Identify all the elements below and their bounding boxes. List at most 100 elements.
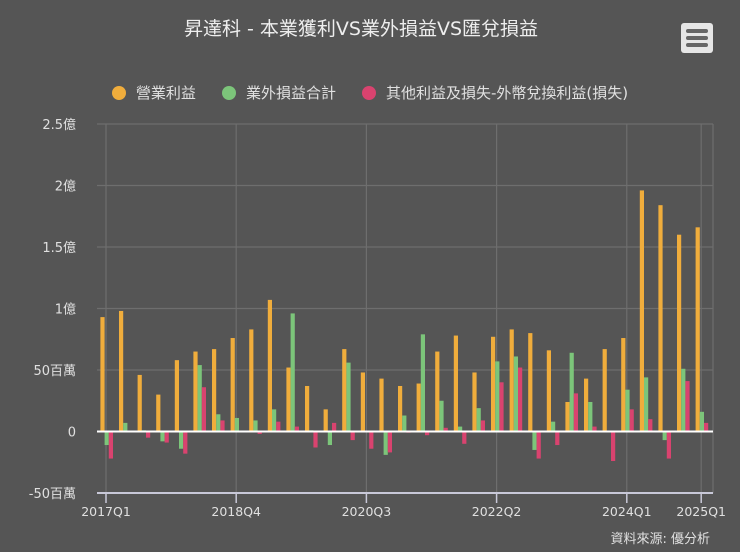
bar-2019Q3[interactable] xyxy=(290,313,295,432)
y-axis-tick-label: 50百萬 xyxy=(33,364,76,379)
bar-2018Q4[interactable] xyxy=(230,338,235,432)
bar-2020Q1[interactable] xyxy=(332,422,337,432)
bar-2022Q3[interactable] xyxy=(513,356,518,432)
bar-2022Q4[interactable] xyxy=(532,431,537,450)
bar-2019Q1[interactable] xyxy=(249,329,254,432)
bar-2020Q4[interactable] xyxy=(387,431,392,453)
bar-2018Q4[interactable] xyxy=(234,417,239,432)
chart-menu-button[interactable] xyxy=(681,23,713,53)
bar-2020Q3[interactable] xyxy=(369,431,374,449)
bar-2018Q1[interactable] xyxy=(174,360,179,432)
bar-2023Q1[interactable] xyxy=(555,431,560,446)
bar-2022Q1[interactable] xyxy=(480,420,485,432)
bar-2023Q1[interactable] xyxy=(546,350,551,432)
bar-2019Q2[interactable] xyxy=(272,409,277,432)
bar-2017Q2[interactable] xyxy=(123,422,128,432)
legend-item-fx-gain-loss[interactable]: 其他利益及損失-外幣兌換利益(損失) xyxy=(361,82,628,103)
bar-2023Q4[interactable] xyxy=(611,431,616,462)
bar-2018Q3[interactable] xyxy=(216,414,221,432)
bar-2024Q4[interactable] xyxy=(677,234,682,432)
bar-2017Q4[interactable] xyxy=(160,431,165,442)
bar-2022Q4[interactable] xyxy=(528,333,533,432)
bar-2022Q2[interactable] xyxy=(499,382,504,432)
bar-2017Q1[interactable] xyxy=(100,317,105,432)
bar-2018Q1[interactable] xyxy=(179,431,184,449)
bar-2021Q3[interactable] xyxy=(443,427,448,432)
bar-2018Q3[interactable] xyxy=(220,420,225,432)
bar-2024Q1[interactable] xyxy=(629,409,634,432)
bar-2021Q1[interactable] xyxy=(398,385,403,432)
bar-2021Q4[interactable] xyxy=(453,335,458,432)
bar-2020Q2[interactable] xyxy=(346,362,351,432)
bar-2024Q3[interactable] xyxy=(666,431,671,459)
bar-2019Q3[interactable] xyxy=(286,367,291,432)
bar-2024Q4[interactable] xyxy=(685,381,690,432)
bar-2022Q1[interactable] xyxy=(476,408,481,432)
hamburger-menu-icon-line xyxy=(686,43,708,47)
bar-2023Q1[interactable] xyxy=(551,421,556,432)
bar-2020Q1[interactable] xyxy=(327,431,332,446)
bar-2021Q2[interactable] xyxy=(420,334,425,432)
bar-2019Q4[interactable] xyxy=(313,431,318,448)
bar-2018Q2[interactable] xyxy=(193,351,198,432)
bar-2022Q2[interactable] xyxy=(491,336,496,432)
bar-2017Q4[interactable] xyxy=(164,431,169,443)
bar-2021Q4[interactable] xyxy=(458,426,463,432)
bar-2024Q2[interactable] xyxy=(648,419,653,432)
bar-2018Q3[interactable] xyxy=(212,349,217,432)
bar-2019Q1[interactable] xyxy=(257,431,262,434)
bar-2022Q3[interactable] xyxy=(518,367,523,432)
bar-2024Q1[interactable] xyxy=(621,338,626,432)
bar-2023Q2[interactable] xyxy=(573,393,578,432)
legend-item-non-operating[interactable]: 業外損益合計 xyxy=(221,82,336,103)
bar-2021Q3[interactable] xyxy=(439,400,444,432)
bar-2020Q1[interactable] xyxy=(323,409,328,432)
bar-2025Q1[interactable] xyxy=(704,422,709,432)
bar-2017Q2[interactable] xyxy=(119,310,124,432)
legend-item-operating-income[interactable]: 營業利益 xyxy=(111,82,196,103)
bar-2019Q2[interactable] xyxy=(267,299,272,432)
bar-2023Q4[interactable] xyxy=(602,349,607,432)
bar-2022Q3[interactable] xyxy=(509,329,514,432)
bar-2019Q4[interactable] xyxy=(305,385,310,432)
bar-2018Q2[interactable] xyxy=(201,387,206,432)
bar-2020Q3[interactable] xyxy=(360,372,365,432)
bar-2022Q1[interactable] xyxy=(472,372,477,432)
bar-2020Q4[interactable] xyxy=(379,378,384,432)
data-source-label: 資料來源: 優分析 xyxy=(610,532,710,547)
bar-2018Q2[interactable] xyxy=(197,365,202,432)
bar-2024Q4[interactable] xyxy=(681,368,686,432)
bar-2024Q1[interactable] xyxy=(625,389,630,432)
bar-2024Q2[interactable] xyxy=(644,377,649,432)
bar-2021Q2[interactable] xyxy=(425,431,430,436)
bar-2019Q1[interactable] xyxy=(253,420,258,432)
bar-2019Q2[interactable] xyxy=(276,421,281,432)
bar-2021Q3[interactable] xyxy=(435,351,440,432)
bar-2021Q4[interactable] xyxy=(462,431,467,444)
bar-2020Q2[interactable] xyxy=(342,349,347,432)
bar-2020Q4[interactable] xyxy=(383,431,388,455)
bar-2025Q1[interactable] xyxy=(695,227,700,432)
bar-2023Q3[interactable] xyxy=(592,426,597,432)
bar-2024Q3[interactable] xyxy=(662,431,667,441)
bar-2023Q2[interactable] xyxy=(565,401,570,432)
bar-2017Q4[interactable] xyxy=(156,394,161,432)
x-axis-tick-label: 2025Q1 xyxy=(676,504,726,519)
bar-2017Q1[interactable] xyxy=(104,431,109,446)
bar-2021Q1[interactable] xyxy=(402,415,407,432)
bar-2025Q1[interactable] xyxy=(699,411,704,432)
bar-2024Q2[interactable] xyxy=(639,190,644,432)
bar-2017Q3[interactable] xyxy=(146,431,151,438)
bar-2024Q3[interactable] xyxy=(658,205,663,432)
bar-2017Q3[interactable] xyxy=(137,374,142,432)
bar-2023Q3[interactable] xyxy=(584,378,589,432)
bar-2020Q2[interactable] xyxy=(350,431,355,441)
bar-2018Q1[interactable] xyxy=(183,431,188,454)
bar-2022Q4[interactable] xyxy=(536,431,541,459)
bar-2023Q2[interactable] xyxy=(569,352,574,432)
bar-2023Q3[interactable] xyxy=(588,401,593,432)
bar-2017Q1[interactable] xyxy=(108,431,113,459)
bar-2022Q2[interactable] xyxy=(495,361,500,432)
bar-2021Q2[interactable] xyxy=(416,383,421,432)
bar-2019Q3[interactable] xyxy=(294,426,299,432)
